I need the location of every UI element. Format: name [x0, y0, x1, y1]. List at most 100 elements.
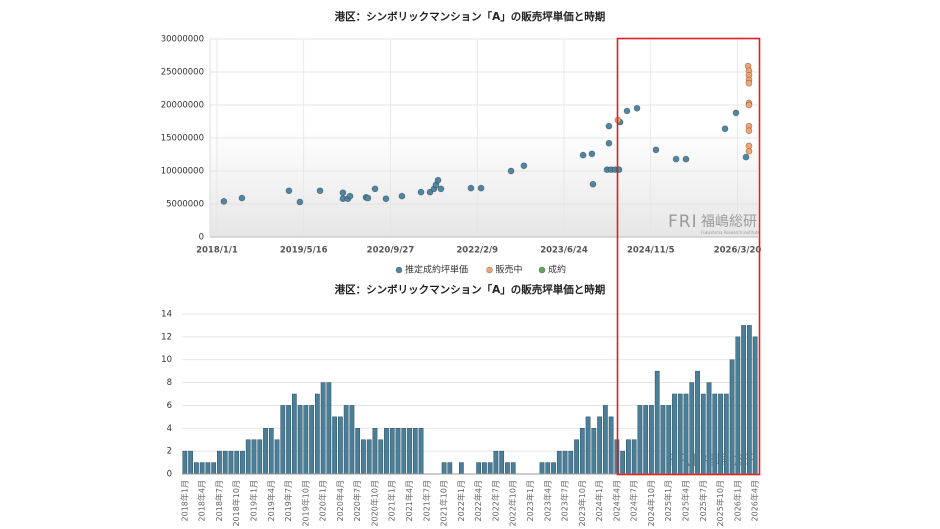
- x-tick-label: 2019年4月: [266, 480, 276, 521]
- bar: [574, 439, 579, 475]
- point: [220, 198, 228, 205]
- x-tick-label: 2025年4月: [681, 480, 691, 521]
- bar: [228, 450, 234, 475]
- x-tick-label: 2020年7月: [352, 480, 362, 521]
- x-tick-label: 2024年7月: [629, 480, 639, 521]
- point: [371, 185, 379, 193]
- bar: [314, 393, 320, 475]
- bar: [389, 428, 395, 475]
- bar: [620, 450, 626, 475]
- x-tick-label: 2020年4月: [335, 480, 345, 521]
- point: [682, 155, 690, 163]
- legend-label: 成約: [548, 264, 566, 276]
- bar: [631, 439, 637, 475]
- x-tick-label: 2023年7月: [560, 480, 570, 521]
- point: [296, 198, 304, 206]
- bar: [194, 462, 199, 475]
- bar: [395, 428, 401, 475]
- point: [437, 185, 445, 193]
- bar: [643, 405, 649, 475]
- bar: [418, 428, 424, 475]
- y-tick-label: 14: [161, 310, 172, 320]
- watermark-sub: Fukushima Research Institute: [701, 230, 760, 235]
- point: [285, 187, 293, 195]
- bar: [591, 428, 597, 475]
- bar: [695, 370, 700, 475]
- bar: [297, 405, 303, 475]
- bar: [505, 462, 510, 475]
- bar: [602, 405, 608, 475]
- y-tick-label: 0: [199, 233, 204, 243]
- x-tick-label: 2026/3/20: [714, 246, 762, 256]
- bar: [349, 405, 355, 475]
- bar: [649, 405, 654, 475]
- y-tick-label: 10000000: [161, 167, 204, 177]
- x-tick-label: 2022年10月: [508, 480, 518, 527]
- bar: [332, 416, 338, 475]
- bar: [182, 450, 188, 475]
- bar: [746, 325, 752, 475]
- bar: [672, 393, 677, 475]
- bar: [372, 428, 378, 475]
- x-tick-label: 2022年1月: [456, 480, 466, 521]
- point: [605, 122, 613, 130]
- bar: [401, 428, 407, 475]
- point: [745, 147, 753, 155]
- point: [732, 109, 740, 117]
- plots: 港区：シンボリックマンション「A」の販売坪単価と時期 0 5000000 100000…: [161, 10, 762, 527]
- bar: [626, 439, 631, 475]
- x-tick-label: 2021年1月: [387, 480, 397, 521]
- x-tick-label: 2020/9/27: [367, 246, 415, 256]
- x-tick-label: 2025年1月: [663, 480, 673, 521]
- bar: [222, 450, 228, 475]
- bar: [257, 439, 263, 475]
- x-tick-label: 2019/5/16: [280, 246, 328, 256]
- bar: [510, 462, 516, 475]
- bar: [608, 416, 614, 475]
- point: [346, 192, 354, 200]
- x-tick-label: 2024年4月: [611, 480, 621, 521]
- x-tick-label: 2018年10月: [231, 480, 241, 527]
- x-tick-label: 2018/1/1: [196, 246, 238, 256]
- bar: [735, 336, 741, 475]
- bar: [458, 462, 464, 475]
- point: [588, 150, 596, 158]
- point: [745, 101, 753, 109]
- bar: [562, 450, 568, 475]
- x-tick-label: 2021年4月: [404, 480, 414, 521]
- bar: [343, 405, 349, 475]
- x-tick-label: 2020年10月: [369, 480, 379, 527]
- y-tick-label: 6: [167, 401, 172, 411]
- point: [745, 79, 753, 87]
- bar: [568, 450, 574, 475]
- y-tick-label: 0: [167, 470, 172, 480]
- y-tick-label: 5000000: [166, 200, 204, 210]
- bar: [637, 405, 643, 475]
- bar: [407, 428, 412, 475]
- bar: [251, 439, 257, 475]
- bar: [493, 450, 499, 475]
- bar: [482, 462, 487, 475]
- bar: [597, 416, 602, 475]
- x-tick-label: 2024/11/5: [627, 246, 675, 256]
- bar: [579, 428, 585, 475]
- bar: [752, 336, 758, 475]
- y-tick-label: 20000000: [161, 101, 204, 111]
- x-tick-label: 2025年7月: [698, 480, 708, 521]
- x-tick-label: 2021年10月: [439, 480, 449, 527]
- bar: [712, 393, 718, 475]
- x-tick-label: 2024年1月: [594, 480, 604, 521]
- point: [364, 194, 372, 202]
- x-tick-label: 2026年4月: [750, 480, 760, 521]
- bar: [654, 370, 660, 475]
- point: [398, 192, 406, 200]
- bar: [700, 393, 706, 475]
- x-tick-label: 2022/2/9: [456, 246, 498, 256]
- legend-label: 推定成約坪単価: [405, 264, 468, 276]
- bar: [188, 450, 194, 475]
- bar: [476, 462, 482, 475]
- highlight-box: [616, 37, 761, 476]
- bar: [320, 382, 326, 475]
- legend-marker: [486, 266, 493, 274]
